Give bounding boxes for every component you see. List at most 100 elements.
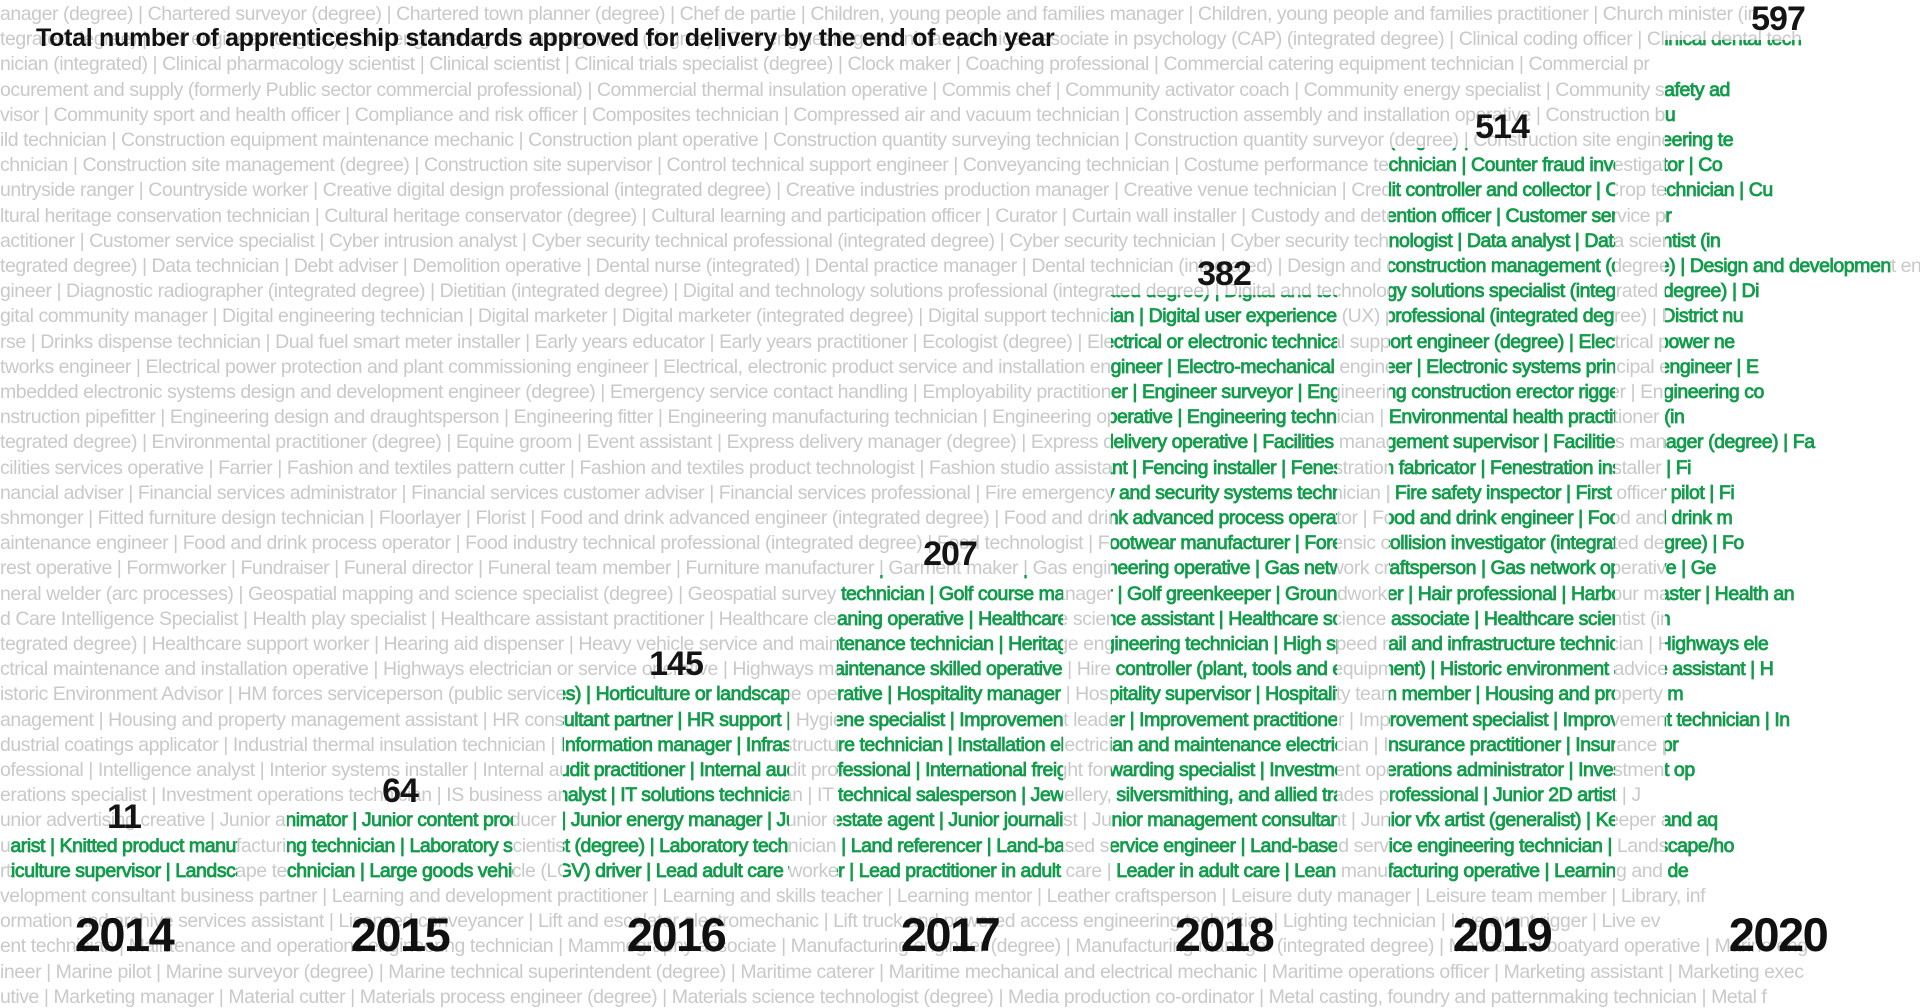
standards-text-row: dustrial coatings applicator | Industria… — [1111, 733, 1337, 756]
standards-text-row: tworks engineer | Electrical power prote… — [1111, 355, 1335, 378]
standards-text-row: utive | Marketing manager | Material cut… — [0, 985, 1767, 1008]
year-label-2020: 2020 — [1728, 908, 1829, 961]
standards-text-row: istoric Environment Advisor | HM forces … — [1111, 683, 1337, 706]
standards-text-row: chnician | Construction site management … — [0, 154, 1723, 177]
standards-text-row: uarist | Knitted product manufacturing t… — [11, 838, 237, 857]
count-label-2014: 11 — [107, 798, 142, 836]
standards-text-row: uarist | Knitted product manufacturing t… — [1111, 834, 1337, 857]
year-column-highlight-2017: anager (degree) | Chartered surveyor (de… — [837, 575, 1063, 886]
standards-text-row: d Care Intelligence Specialist | Health … — [1390, 607, 1615, 630]
standards-text-row: untryside ranger | Countryside worker | … — [1389, 179, 1615, 202]
standards-list-highlighted-text: anager (degree) | Chartered surveyor (de… — [563, 685, 789, 886]
standards-text-row: ofessional | Intelligence analyst | Inte… — [0, 759, 1695, 781]
standards-text-row: gital community manager | Digital engine… — [1111, 305, 1337, 328]
standards-text-row: untryside ranger | Countryside worker | … — [1665, 179, 1774, 202]
standards-text-row: velopment consultant business partner | … — [1111, 884, 1337, 886]
standards-text-row: tegrated degree) | Healthcare support wo… — [837, 633, 1063, 656]
year-label-2017: 2017 — [900, 908, 1001, 961]
standards-text-row: ent technician | Maintenance and operati… — [0, 935, 1808, 958]
standards-text-row: visor | Community sport and health offic… — [1665, 103, 1676, 126]
standards-text-row: anagement | Housing and property managem… — [0, 708, 1790, 731]
year-column-highlight-2018: anager (degree) | Chartered surveyor (de… — [1111, 295, 1337, 886]
standards-text-row: tegrated degree) | Data technician | Deb… — [0, 255, 1920, 277]
standards-text-row: erations specialist | Investment operati… — [1111, 784, 1337, 807]
standards-text-row: tegrated degree) | Environmental practit… — [1111, 431, 1335, 454]
standards-text-row: mbedded electronic systems design and de… — [1665, 381, 1765, 404]
standards-text-row: cilities services operative | Farrier | … — [1666, 456, 1692, 479]
standards-text-row: tegrated degree) | Civil engineer (degre… — [1665, 40, 1891, 52]
count-label-2020: 597 — [1751, 0, 1806, 38]
standards-text-row: neral welder (arc processes) | Geospatia… — [1665, 582, 1795, 605]
standards-text-row: erations specialist | Investment operati… — [0, 784, 1641, 807]
standards-text-row: ctrical maintenance and installation ope… — [1111, 658, 1337, 681]
standards-text-row: unior advertising creative | Junior anim… — [837, 809, 1063, 832]
standards-text-row: erations specialist | Investment operati… — [1389, 784, 1615, 807]
standards-text-row: istoric Environment Advisor | HM forces … — [837, 683, 1061, 706]
standards-text-row: mbedded electronic systems design and de… — [0, 381, 1764, 403]
standards-text-row: rse | Drinks dispense technician | Dual … — [0, 330, 1735, 353]
standards-text-row: nician (integrated) | Clinical pharmacol… — [1665, 52, 1891, 77]
standards-text-row: rticulture supervisor | Landscape techni… — [1111, 859, 1337, 882]
standards-text-row: nstruction pipefitter | Engineering desi… — [1665, 406, 1685, 429]
standards-text-row: anagement | Housing and property managem… — [1111, 708, 1337, 731]
standards-text-row: tegrated degree) | Civil engineer (degre… — [0, 28, 1802, 51]
standards-text-row: nician (integrated) | Clinical pharmacol… — [0, 53, 1650, 76]
standards-text-row: dustrial coatings applicator | Industria… — [563, 733, 789, 756]
standards-list-highlighted-text: anager (degree) | Chartered surveyor (de… — [837, 575, 1063, 886]
standards-text-row: rticulture supervisor | Landscape techni… — [11, 859, 237, 882]
standards-text-row: actitioner | Customer service specialist… — [1389, 229, 1615, 252]
standards-text-row: anager (degree) | Chartered surveyor (de… — [0, 3, 1758, 25]
standards-text-row: gineer | Diagnostic radiographer (integr… — [1111, 295, 1337, 304]
standards-text-row: velopment consultant business partner | … — [1389, 884, 1615, 886]
chart-title: Total number of apprenticeship standards… — [36, 24, 1055, 52]
standards-text-row: tegrated degree) | Healthcare support wo… — [1111, 633, 1337, 656]
standards-text-row: erations specialist | Investment operati… — [838, 784, 1063, 807]
standards-list-highlighted-text: anager (degree) | Chartered surveyor (de… — [1111, 295, 1337, 886]
standards-text-row: neral welder (arc processes) | Geospatia… — [1389, 582, 1615, 605]
standards-text-row: velopment consultant business partner | … — [1665, 884, 1891, 886]
standards-text-row: ild technician | Construction equipment … — [1389, 148, 1615, 153]
standards-text-row: nancial adviser | Financial services adm… — [0, 481, 1735, 504]
standards-text-row: ofessional | Intelligence analyst | Inte… — [1389, 759, 1615, 782]
standards-text-row: shmonger | Fitted furniture design techn… — [1389, 507, 1615, 530]
standards-text-row: anagement | Housing and property managem… — [563, 708, 789, 731]
year-label-2016: 2016 — [626, 908, 727, 961]
standards-text-row: tegrated degree) | Data technician | Deb… — [1389, 255, 1615, 278]
standards-text-row: rticulture supervisor | Landscape techni… — [287, 859, 513, 882]
standards-text-row: uarist | Knitted product manufacturing t… — [1665, 834, 1735, 857]
standards-text-row: shmonger | Fitted furniture design techn… — [1665, 507, 1733, 530]
standards-text-row: tworks engineer | Electrical power prote… — [0, 355, 1759, 378]
standards-text-row: rticulture supervisor | Landscape techni… — [0, 859, 1689, 882]
standards-text-row: chnician | Construction site management … — [1389, 154, 1615, 177]
standards-text-row: istoric Environment Advisor | HM forces … — [1389, 683, 1615, 706]
standards-text-row: tworks engineer | Electrical power prote… — [1665, 355, 1759, 378]
standards-text-row: d Care Intelligence Specialist | Health … — [837, 607, 1063, 630]
standards-text-row: ltural heritage conservation technician … — [0, 204, 1672, 227]
standards-text-row: dustrial coatings applicator | Industria… — [837, 733, 1063, 756]
standards-text-row: ineer | Marine pilot | Marine surveyor (… — [0, 960, 1804, 983]
standards-text-row: nstruction pipefitter | Engineering desi… — [0, 406, 1685, 429]
standards-text-row: rest operative | Formworker | Fundraiser… — [1665, 557, 1717, 580]
standards-text-row: istoric Environment Advisor | HM forces … — [563, 685, 789, 706]
standards-list-highlighted-text: anager (degree) | Chartered surveyor (de… — [287, 812, 513, 886]
standards-text-row: ocurement and supply (formerly Public se… — [1665, 78, 1731, 101]
standards-text-row: neral welder (arc processes) | Geospatia… — [1111, 582, 1337, 605]
standards-text-row: ild technician | Construction equipment … — [0, 129, 1734, 151]
standards-text-row: rest operative | Formworker | Fundraiser… — [1389, 557, 1615, 580]
standards-text-row: ctrical maintenance and installation ope… — [1389, 658, 1615, 681]
standards-text-row: gital community manager | Digital engine… — [0, 305, 1744, 328]
standards-text-row: d Care Intelligence Specialist | Health … — [0, 607, 1671, 630]
standards-text-row: tegrated degree) | Environmental practit… — [1665, 431, 1815, 454]
standards-text-row: anagement | Housing and property managem… — [837, 708, 1063, 731]
standards-text-row: uarist | Knitted product manufacturing t… — [1389, 834, 1613, 857]
count-label-2018: 382 — [1197, 255, 1252, 293]
standards-text-row: dustrial coatings applicator | Industria… — [0, 733, 1679, 756]
standards-text-row: nancial adviser | Financial services adm… — [1389, 481, 1612, 504]
standards-text-row: ctrical maintenance and installation ope… — [837, 658, 1063, 681]
standards-text-row: aintenance engineer | Food and drink pro… — [1111, 532, 1337, 555]
year-label-2019: 2019 — [1452, 908, 1553, 961]
standards-text-row: ctrical maintenance and installation ope… — [0, 658, 1774, 681]
standards-text-row: rticulture supervisor | Landscape techni… — [563, 859, 789, 882]
